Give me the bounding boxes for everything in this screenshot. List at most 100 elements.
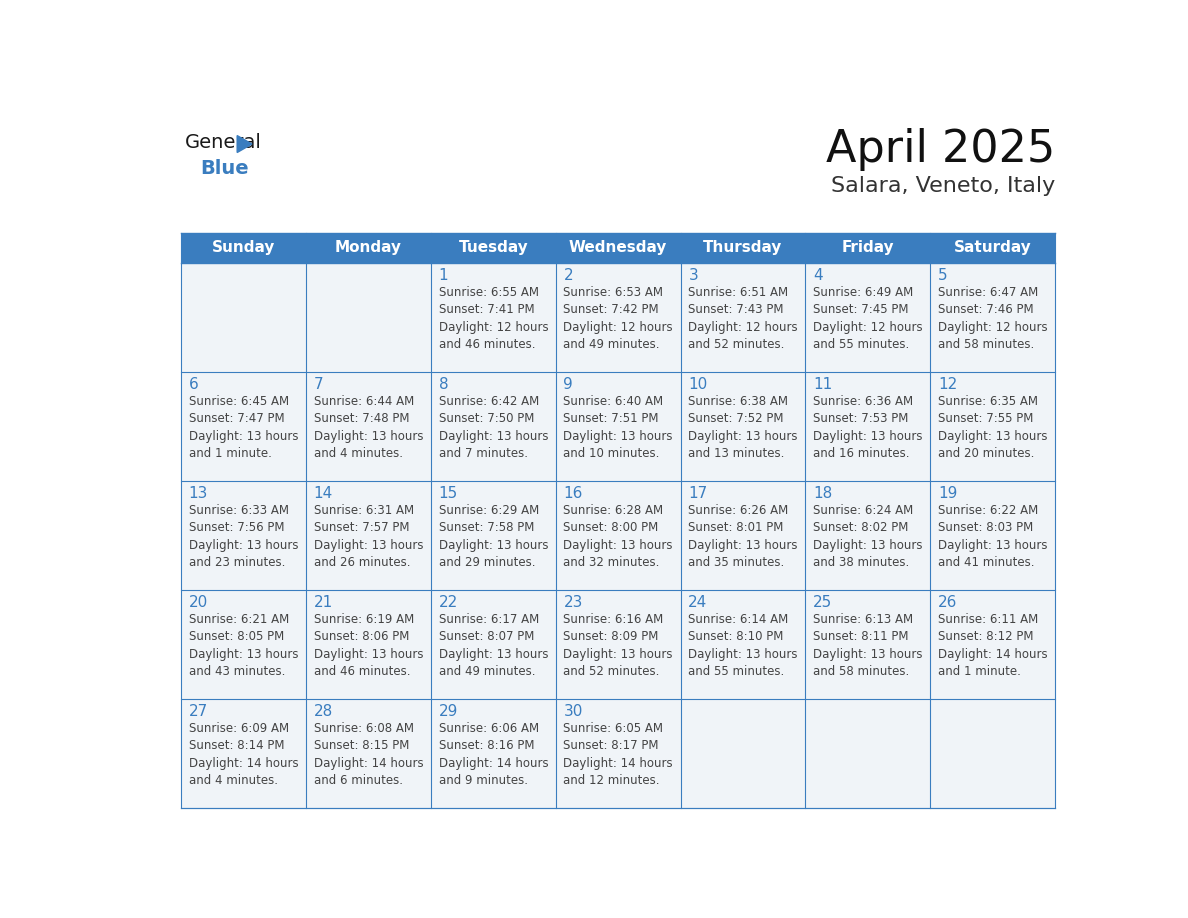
Bar (681, 263, 805, 372)
Bar (431, 481, 556, 589)
Text: 14: 14 (314, 486, 333, 501)
Bar (681, 372, 805, 481)
Text: 21: 21 (314, 595, 333, 610)
Text: 26: 26 (939, 595, 958, 610)
Bar (181, 263, 307, 372)
Text: Sunrise: 6:44 AM
Sunset: 7:48 PM
Daylight: 13 hours
and 4 minutes.: Sunrise: 6:44 AM Sunset: 7:48 PM Dayligh… (314, 395, 423, 460)
Bar (431, 589, 556, 699)
Text: 16: 16 (563, 486, 583, 501)
Text: 15: 15 (438, 486, 457, 501)
Bar (556, 372, 681, 481)
Bar (307, 372, 431, 481)
Bar (307, 589, 431, 699)
Text: Sunrise: 6:51 AM
Sunset: 7:43 PM
Daylight: 12 hours
and 52 minutes.: Sunrise: 6:51 AM Sunset: 7:43 PM Dayligh… (688, 285, 798, 352)
Text: Sunrise: 6:14 AM
Sunset: 8:10 PM
Daylight: 13 hours
and 55 minutes.: Sunrise: 6:14 AM Sunset: 8:10 PM Dayligh… (688, 613, 798, 678)
Text: April 2025: April 2025 (826, 128, 1055, 171)
Bar (681, 589, 805, 699)
Text: 17: 17 (688, 486, 708, 501)
Text: 11: 11 (814, 377, 833, 392)
Text: 9: 9 (563, 377, 573, 392)
Bar (181, 589, 307, 699)
Text: Sunrise: 6:40 AM
Sunset: 7:51 PM
Daylight: 13 hours
and 10 minutes.: Sunrise: 6:40 AM Sunset: 7:51 PM Dayligh… (563, 395, 672, 460)
Text: Sunrise: 6:35 AM
Sunset: 7:55 PM
Daylight: 13 hours
and 20 minutes.: Sunrise: 6:35 AM Sunset: 7:55 PM Dayligh… (939, 395, 1048, 460)
Text: Sunrise: 6:49 AM
Sunset: 7:45 PM
Daylight: 12 hours
and 55 minutes.: Sunrise: 6:49 AM Sunset: 7:45 PM Dayligh… (814, 285, 923, 352)
Text: Sunrise: 6:16 AM
Sunset: 8:09 PM
Daylight: 13 hours
and 52 minutes.: Sunrise: 6:16 AM Sunset: 8:09 PM Dayligh… (563, 613, 672, 678)
Text: 27: 27 (189, 704, 208, 719)
Text: 12: 12 (939, 377, 958, 392)
Text: Sunrise: 6:29 AM
Sunset: 7:58 PM
Daylight: 13 hours
and 29 minutes.: Sunrise: 6:29 AM Sunset: 7:58 PM Dayligh… (438, 504, 548, 569)
Bar (181, 372, 307, 481)
Text: 6: 6 (189, 377, 198, 392)
Text: Thursday: Thursday (703, 241, 783, 255)
Bar (805, 589, 930, 699)
Bar (181, 699, 307, 808)
Text: 2: 2 (563, 268, 573, 283)
Text: Sunrise: 6:21 AM
Sunset: 8:05 PM
Daylight: 13 hours
and 43 minutes.: Sunrise: 6:21 AM Sunset: 8:05 PM Dayligh… (189, 613, 298, 678)
Bar (431, 372, 556, 481)
Text: Sunday: Sunday (211, 241, 276, 255)
Text: Sunrise: 6:05 AM
Sunset: 8:17 PM
Daylight: 14 hours
and 12 minutes.: Sunrise: 6:05 AM Sunset: 8:17 PM Dayligh… (563, 722, 674, 788)
Text: 28: 28 (314, 704, 333, 719)
Text: 10: 10 (688, 377, 708, 392)
Text: 3: 3 (688, 268, 699, 283)
Bar (805, 263, 930, 372)
Text: 30: 30 (563, 704, 583, 719)
Bar (431, 699, 556, 808)
Polygon shape (238, 136, 252, 152)
Bar (431, 263, 556, 372)
Text: Sunrise: 6:19 AM
Sunset: 8:06 PM
Daylight: 13 hours
and 46 minutes.: Sunrise: 6:19 AM Sunset: 8:06 PM Dayligh… (314, 613, 423, 678)
Text: 20: 20 (189, 595, 208, 610)
Text: Sunrise: 6:06 AM
Sunset: 8:16 PM
Daylight: 14 hours
and 9 minutes.: Sunrise: 6:06 AM Sunset: 8:16 PM Dayligh… (438, 722, 548, 788)
Text: 8: 8 (438, 377, 448, 392)
Text: 13: 13 (189, 486, 208, 501)
Text: Sunrise: 6:53 AM
Sunset: 7:42 PM
Daylight: 12 hours
and 49 minutes.: Sunrise: 6:53 AM Sunset: 7:42 PM Dayligh… (563, 285, 674, 352)
Bar (181, 481, 307, 589)
Text: Sunrise: 6:24 AM
Sunset: 8:02 PM
Daylight: 13 hours
and 38 minutes.: Sunrise: 6:24 AM Sunset: 8:02 PM Dayligh… (814, 504, 923, 569)
Text: Monday: Monday (335, 241, 402, 255)
Bar (681, 481, 805, 589)
Bar (805, 481, 930, 589)
Text: Wednesday: Wednesday (569, 241, 668, 255)
Text: Sunrise: 6:33 AM
Sunset: 7:56 PM
Daylight: 13 hours
and 23 minutes.: Sunrise: 6:33 AM Sunset: 7:56 PM Dayligh… (189, 504, 298, 569)
Text: 29: 29 (438, 704, 457, 719)
Text: Sunrise: 6:42 AM
Sunset: 7:50 PM
Daylight: 13 hours
and 7 minutes.: Sunrise: 6:42 AM Sunset: 7:50 PM Dayligh… (438, 395, 548, 460)
Text: Sunrise: 6:26 AM
Sunset: 8:01 PM
Daylight: 13 hours
and 35 minutes.: Sunrise: 6:26 AM Sunset: 8:01 PM Dayligh… (688, 504, 798, 569)
Text: General: General (185, 133, 261, 152)
Text: 23: 23 (563, 595, 583, 610)
Text: Sunrise: 6:22 AM
Sunset: 8:03 PM
Daylight: 13 hours
and 41 minutes.: Sunrise: 6:22 AM Sunset: 8:03 PM Dayligh… (939, 504, 1048, 569)
Bar (805, 372, 930, 481)
Text: Sunrise: 6:45 AM
Sunset: 7:47 PM
Daylight: 13 hours
and 1 minute.: Sunrise: 6:45 AM Sunset: 7:47 PM Dayligh… (189, 395, 298, 460)
Text: Blue: Blue (200, 160, 248, 178)
Text: Sunrise: 6:13 AM
Sunset: 8:11 PM
Daylight: 13 hours
and 58 minutes.: Sunrise: 6:13 AM Sunset: 8:11 PM Dayligh… (814, 613, 923, 678)
Text: 5: 5 (939, 268, 948, 283)
Bar (930, 372, 1055, 481)
Text: Sunrise: 6:47 AM
Sunset: 7:46 PM
Daylight: 12 hours
and 58 minutes.: Sunrise: 6:47 AM Sunset: 7:46 PM Dayligh… (939, 285, 1048, 352)
Text: Sunrise: 6:08 AM
Sunset: 8:15 PM
Daylight: 14 hours
and 6 minutes.: Sunrise: 6:08 AM Sunset: 8:15 PM Dayligh… (314, 722, 423, 788)
Text: 4: 4 (814, 268, 823, 283)
Text: Saturday: Saturday (954, 241, 1031, 255)
Text: Sunrise: 6:28 AM
Sunset: 8:00 PM
Daylight: 13 hours
and 32 minutes.: Sunrise: 6:28 AM Sunset: 8:00 PM Dayligh… (563, 504, 672, 569)
Bar (930, 481, 1055, 589)
Text: Sunrise: 6:55 AM
Sunset: 7:41 PM
Daylight: 12 hours
and 46 minutes.: Sunrise: 6:55 AM Sunset: 7:41 PM Dayligh… (438, 285, 548, 352)
Text: Sunrise: 6:38 AM
Sunset: 7:52 PM
Daylight: 13 hours
and 13 minutes.: Sunrise: 6:38 AM Sunset: 7:52 PM Dayligh… (688, 395, 798, 460)
Bar (930, 589, 1055, 699)
Text: Sunrise: 6:31 AM
Sunset: 7:57 PM
Daylight: 13 hours
and 26 minutes.: Sunrise: 6:31 AM Sunset: 7:57 PM Dayligh… (314, 504, 423, 569)
Text: Sunrise: 6:36 AM
Sunset: 7:53 PM
Daylight: 13 hours
and 16 minutes.: Sunrise: 6:36 AM Sunset: 7:53 PM Dayligh… (814, 395, 923, 460)
Bar (930, 263, 1055, 372)
Bar (307, 699, 431, 808)
Bar (556, 263, 681, 372)
Bar (805, 699, 930, 808)
Text: Sunrise: 6:09 AM
Sunset: 8:14 PM
Daylight: 14 hours
and 4 minutes.: Sunrise: 6:09 AM Sunset: 8:14 PM Dayligh… (189, 722, 298, 788)
Bar (181, 233, 1055, 263)
Text: 1: 1 (438, 268, 448, 283)
Text: Salara, Veneto, Italy: Salara, Veneto, Italy (830, 175, 1055, 196)
Text: 24: 24 (688, 595, 708, 610)
Bar (307, 481, 431, 589)
Text: 19: 19 (939, 486, 958, 501)
Text: 18: 18 (814, 486, 833, 501)
Text: 25: 25 (814, 595, 833, 610)
Bar (681, 699, 805, 808)
Text: 7: 7 (314, 377, 323, 392)
Bar (556, 481, 681, 589)
Bar (307, 263, 431, 372)
